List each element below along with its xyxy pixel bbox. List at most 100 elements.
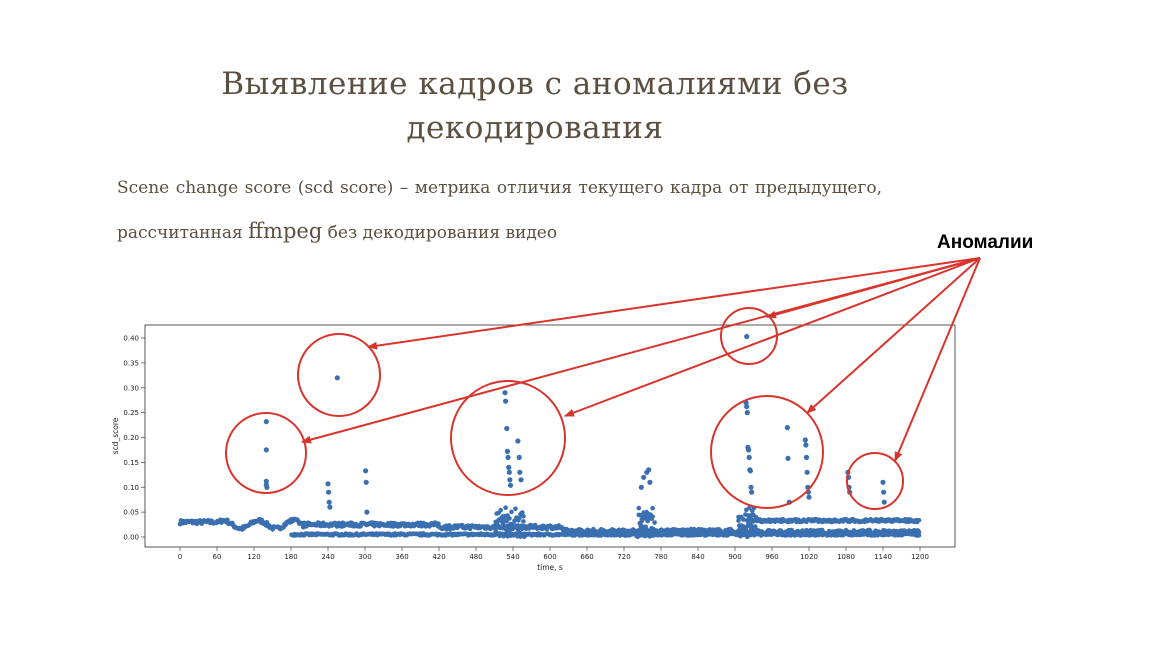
data-point <box>326 499 332 505</box>
x-axis-ticks: 0 60 120 180 240 300 360 420 480 540 600 660 720 780 8… <box>178 547 929 561</box>
y-tick-label: 0.05 <box>123 509 139 517</box>
anomaly-circle <box>846 452 904 510</box>
baseline-point <box>513 506 518 512</box>
anomaly-circle <box>710 395 824 509</box>
data-point <box>749 489 755 495</box>
y-tick-label: 0.30 <box>123 384 139 392</box>
data-point <box>803 442 809 448</box>
data-point <box>264 484 270 490</box>
data-point <box>515 438 521 444</box>
x-tick-label: 720 <box>617 553 630 561</box>
data-point <box>505 454 511 460</box>
anomaly-arrow <box>766 257 981 319</box>
anomaly-circle <box>297 333 381 417</box>
x-tick-label: 1080 <box>837 553 855 561</box>
x-tick-label: 900 <box>728 553 741 561</box>
baseline-point <box>645 518 650 524</box>
baseline-point <box>747 505 752 511</box>
data-point <box>744 333 750 340</box>
description-text-1: Scene change score (scd score) – метрика… <box>117 178 882 243</box>
y-axis-label: scd_score <box>111 417 120 454</box>
y-tick-label: 0.35 <box>123 359 139 367</box>
anomaly-circle <box>450 380 566 496</box>
baseline-point <box>916 533 922 538</box>
baseline-point <box>916 518 922 523</box>
data-point <box>646 467 652 473</box>
data-point <box>507 477 513 483</box>
data-point <box>785 455 791 461</box>
x-tick-label: 1200 <box>911 553 929 561</box>
x-tick-label: 600 <box>543 553 556 561</box>
x-tick-label: 240 <box>321 553 334 561</box>
data-point <box>516 454 522 460</box>
baseline-point <box>650 505 655 511</box>
data-point <box>881 499 887 505</box>
x-tick-label: 180 <box>284 553 297 561</box>
baseline-point <box>521 513 526 519</box>
baseline-point <box>639 518 645 524</box>
baseline-point <box>521 519 526 524</box>
baseline-point <box>498 507 504 513</box>
data-point <box>880 479 886 485</box>
x-tick-label: 660 <box>580 553 593 561</box>
data-point <box>518 477 524 483</box>
data-point <box>806 494 812 500</box>
data-point <box>804 469 810 475</box>
data-point <box>502 390 508 396</box>
data-point <box>325 481 331 487</box>
data-point <box>803 454 810 460</box>
y-tick-label: 0.15 <box>123 459 139 467</box>
x-axis-label: time, s <box>537 563 563 572</box>
data-point <box>744 410 750 416</box>
y-axis-ticks: 0.00 0.05 0.10 0.15 0.20 0.25 0.30 0.35 0.40 <box>123 335 145 542</box>
x-tick-label: 360 <box>395 553 408 561</box>
data-point <box>744 404 750 410</box>
description-text-2: без декодирования видео <box>327 223 558 243</box>
data-point <box>647 479 653 485</box>
x-tick-label: 1020 <box>800 553 818 561</box>
x-tick-label: 300 <box>358 553 371 561</box>
data-points <box>263 333 887 515</box>
baseline-point <box>916 529 922 535</box>
x-tick-label: 60 <box>213 553 222 561</box>
data-point <box>504 425 510 432</box>
data-point <box>746 447 752 453</box>
y-tick-label: 0.10 <box>123 484 139 492</box>
data-point <box>326 489 332 495</box>
data-point <box>263 447 269 453</box>
plot-frame <box>144 324 956 548</box>
data-point <box>503 398 509 404</box>
data-point <box>506 464 512 470</box>
baseline-point <box>509 509 514 515</box>
y-tick-label: 0.20 <box>123 434 139 442</box>
data-point <box>802 437 808 443</box>
data-point <box>327 504 333 510</box>
baseline-point <box>517 515 522 521</box>
data-point <box>334 375 340 381</box>
data-point <box>641 474 647 480</box>
baseline-noise-band <box>177 505 922 540</box>
anomaly-arrow <box>564 257 981 417</box>
data-point <box>363 468 369 474</box>
data-point <box>506 469 512 475</box>
x-tick-label: 0 <box>178 553 182 561</box>
baseline-point <box>636 505 642 511</box>
data-point <box>784 425 791 431</box>
y-tick-label: 0.00 <box>123 534 139 542</box>
data-point <box>747 468 754 474</box>
data-point <box>504 448 510 454</box>
x-tick-label: 420 <box>432 553 445 561</box>
anomaly-arrow <box>806 257 981 414</box>
anomaly-circle <box>225 412 307 494</box>
data-point <box>748 484 754 490</box>
x-tick-label: 1140 <box>874 553 892 561</box>
x-tick-label: 120 <box>247 553 260 561</box>
baseline-point <box>752 524 758 529</box>
x-tick-label: 540 <box>506 553 519 561</box>
slide-title: Выявление кадров с аномалиями без декоди… <box>221 66 849 146</box>
baseline-point <box>652 520 657 525</box>
data-point <box>263 419 269 425</box>
y-tick-label: 0.40 <box>123 335 139 343</box>
data-point <box>363 479 369 485</box>
